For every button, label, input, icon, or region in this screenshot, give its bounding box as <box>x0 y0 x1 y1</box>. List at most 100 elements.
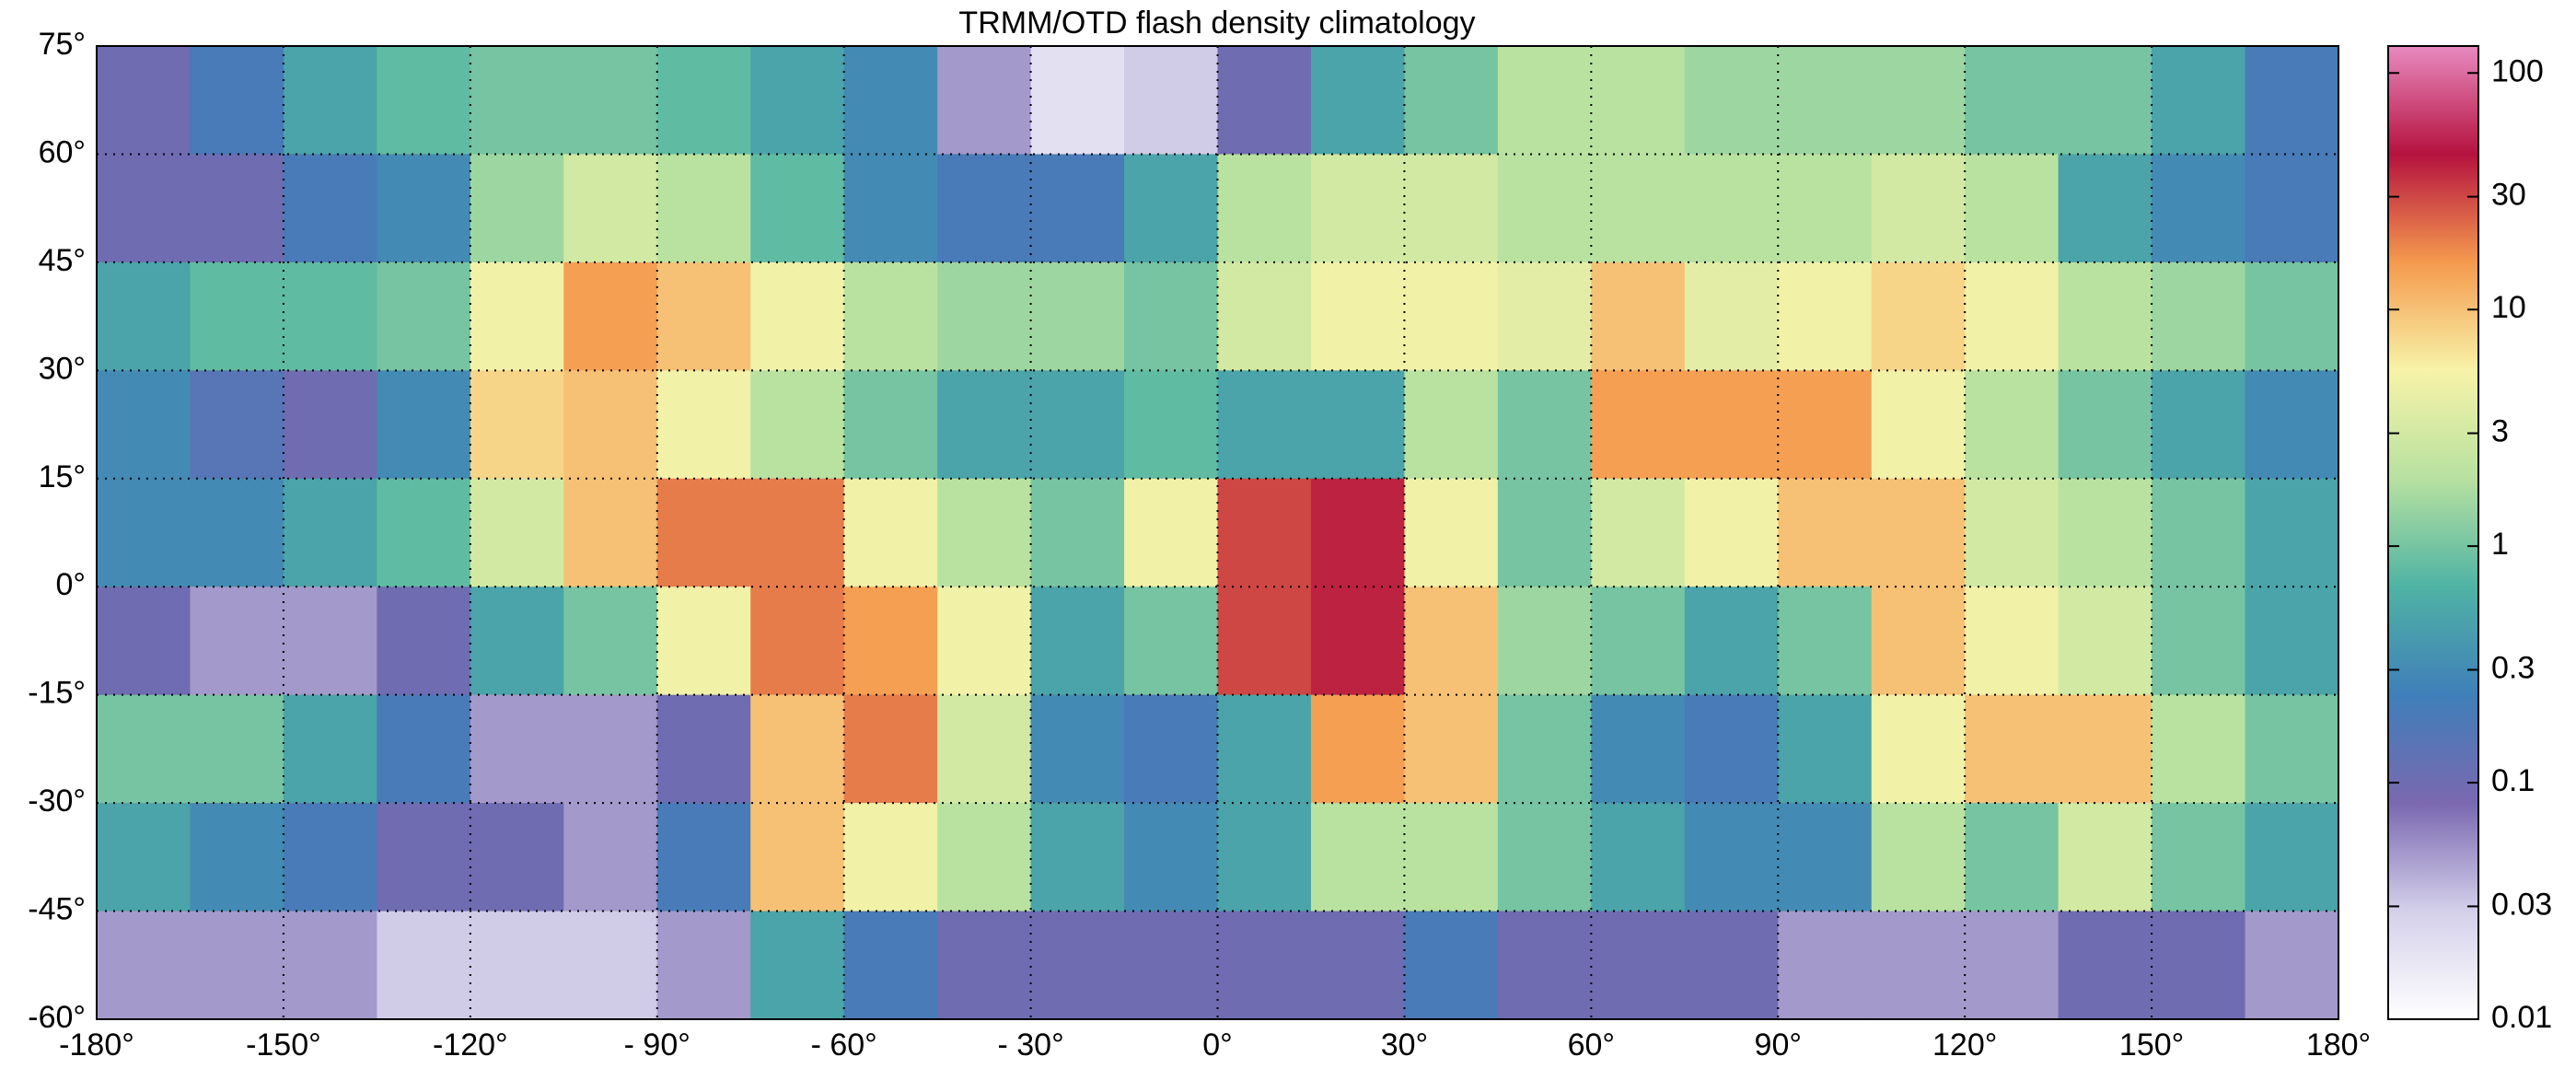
heat-cell <box>1778 478 1873 587</box>
heat-cell <box>1404 586 1499 696</box>
heat-cell <box>190 154 284 263</box>
heat-cell <box>1778 370 1873 480</box>
heat-cell <box>656 803 751 912</box>
heat-cell <box>190 586 284 696</box>
heat-cell <box>843 154 938 263</box>
x-tick-label: - 30° <box>997 1028 1063 1063</box>
heat-cell <box>656 586 751 696</box>
heat-cell <box>1404 478 1499 587</box>
heat-cell <box>563 261 658 371</box>
heat-cell <box>283 154 377 263</box>
heat-cell <box>97 370 191 480</box>
heat-cell <box>97 586 191 696</box>
heat-cell <box>656 261 751 371</box>
heat-cell <box>1965 911 2060 1020</box>
heat-cell <box>1404 694 1499 804</box>
heat-cell <box>1684 586 1779 696</box>
x-tick-label: -150° <box>246 1028 321 1063</box>
heat-cell <box>1965 46 2060 155</box>
heat-cell <box>1778 46 1873 155</box>
heat-cell <box>1310 478 1405 587</box>
heat-cell <box>1497 154 1592 263</box>
heat-cell <box>1310 154 1405 263</box>
heat-cell <box>1778 261 1873 371</box>
heat-cell <box>97 46 191 155</box>
heat-cell <box>563 154 658 263</box>
heat-cell <box>563 803 658 912</box>
x-tick-label: 150° <box>2119 1028 2184 1063</box>
heat-cell <box>1591 370 1686 480</box>
heat-cell <box>656 478 751 587</box>
heat-cell <box>843 911 938 1020</box>
heat-cell <box>1871 154 1966 263</box>
heat-cell <box>1217 261 1312 371</box>
heat-cell <box>2152 46 2246 155</box>
x-tick-label: -180° <box>59 1028 134 1063</box>
heat-cell <box>1310 911 1405 1020</box>
heat-cell <box>1497 370 1592 480</box>
heat-cell <box>937 694 1032 804</box>
heat-cell <box>750 911 845 1020</box>
heat-cell <box>190 370 284 480</box>
heat-cell <box>2058 478 2152 587</box>
colorbar-tick-label: 0.03 <box>2491 887 2552 922</box>
heat-cell <box>1591 478 1686 587</box>
heat-cell <box>1591 154 1686 263</box>
heat-cell <box>1030 478 1125 587</box>
heat-cell <box>1310 803 1405 912</box>
heat-cell <box>283 46 377 155</box>
heat-cell <box>563 46 658 155</box>
heat-cell <box>2058 586 2152 696</box>
heat-cell <box>2058 911 2152 1020</box>
heat-cell <box>283 803 377 912</box>
colorbar-tick-label: 100 <box>2491 53 2544 88</box>
heat-cell <box>1404 803 1499 912</box>
heat-cell <box>2058 46 2152 155</box>
heat-cell <box>1124 370 1218 480</box>
heat-cell <box>1778 803 1873 912</box>
heat-cell <box>470 694 564 804</box>
heat-cell <box>470 261 564 371</box>
heat-cell <box>750 478 845 587</box>
heat-cell <box>190 803 284 912</box>
heat-cell <box>1965 694 2060 804</box>
heat-cell <box>843 586 938 696</box>
heat-cell <box>1404 370 1499 480</box>
heat-cell <box>377 154 471 263</box>
heat-cell <box>937 154 1032 263</box>
heat-cell <box>656 154 751 263</box>
heat-cell <box>97 803 191 912</box>
heat-cell <box>377 370 471 480</box>
heat-cell <box>1030 911 1125 1020</box>
heat-cell <box>563 478 658 587</box>
heat-cell <box>1124 46 1218 155</box>
heat-cell <box>843 370 938 480</box>
heat-cell <box>1124 261 1218 371</box>
heat-cell <box>1965 803 2060 912</box>
heat-cell <box>1871 694 1966 804</box>
y-tick-label: -15° <box>28 676 86 711</box>
heat-cell <box>190 478 284 587</box>
x-tick-label: 0° <box>1202 1028 1233 1063</box>
heat-cell <box>1591 694 1686 804</box>
heat-cell <box>750 694 845 804</box>
heat-cell <box>97 478 191 587</box>
heat-cell <box>937 586 1032 696</box>
heat-cell <box>1124 586 1218 696</box>
colorbar-tick-label: 3 <box>2491 414 2509 449</box>
heat-cell <box>2152 370 2246 480</box>
y-tick-label: 0° <box>55 567 86 602</box>
heat-cell <box>190 694 284 804</box>
heat-cell <box>2245 370 2339 480</box>
heat-cell <box>470 154 564 263</box>
y-tick-label: -30° <box>28 784 86 819</box>
heat-cell <box>1030 261 1125 371</box>
heat-cell <box>843 46 938 155</box>
heat-cell <box>1684 261 1779 371</box>
y-tick-label: -45° <box>28 892 86 927</box>
x-tick-label: - 90° <box>624 1028 690 1063</box>
heat-cell <box>750 154 845 263</box>
heat-cell <box>2152 803 2246 912</box>
